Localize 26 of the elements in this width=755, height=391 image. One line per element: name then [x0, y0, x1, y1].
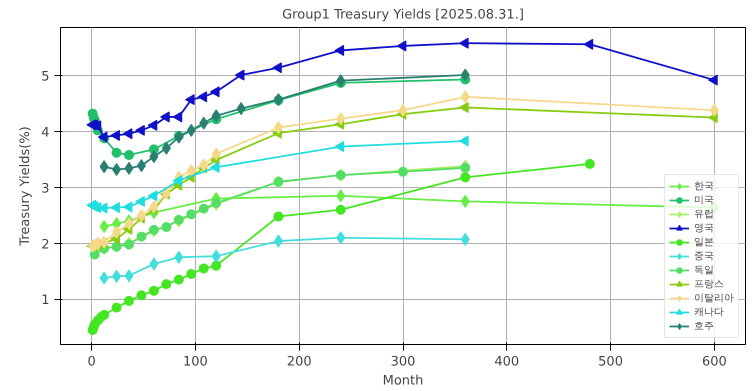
legend-label: 호주: [694, 320, 714, 333]
y-tick-label: 2: [41, 237, 50, 252]
legend-label: 중국: [694, 250, 714, 263]
legend-label: 한국: [694, 180, 714, 193]
y-tick-label: 1: [41, 293, 50, 308]
x-axis-title: Month: [382, 374, 424, 388]
x-tick-label: 100: [183, 354, 208, 370]
legend-label: 영국: [694, 222, 714, 235]
legend-label: 독일: [694, 264, 714, 277]
legend-label: 프랑스: [694, 278, 724, 291]
x-tick-label: 0: [88, 354, 96, 370]
legend-label: 일본: [694, 236, 714, 249]
x-tick-label: 300: [390, 354, 416, 370]
x-tick-label: 500: [598, 354, 623, 370]
x-tick-label: 200: [286, 354, 312, 370]
legend-label: 유럽: [694, 208, 714, 221]
legend-label: 캐나다: [694, 306, 724, 319]
x-tick-label: 400: [494, 354, 520, 370]
chart-title: Group1 Treasury Yields [2025.08.31.]: [282, 8, 524, 22]
y-axis-title: Treasury Yields(%): [18, 126, 34, 247]
y-tick-label: 4: [41, 125, 50, 140]
y-tick-label: 3: [41, 181, 50, 196]
legend-label: 미국: [694, 194, 714, 207]
y-tick-label: 5: [41, 70, 50, 85]
x-tick-label: 600: [702, 354, 727, 370]
legend-label: 이탈리아: [694, 292, 734, 305]
